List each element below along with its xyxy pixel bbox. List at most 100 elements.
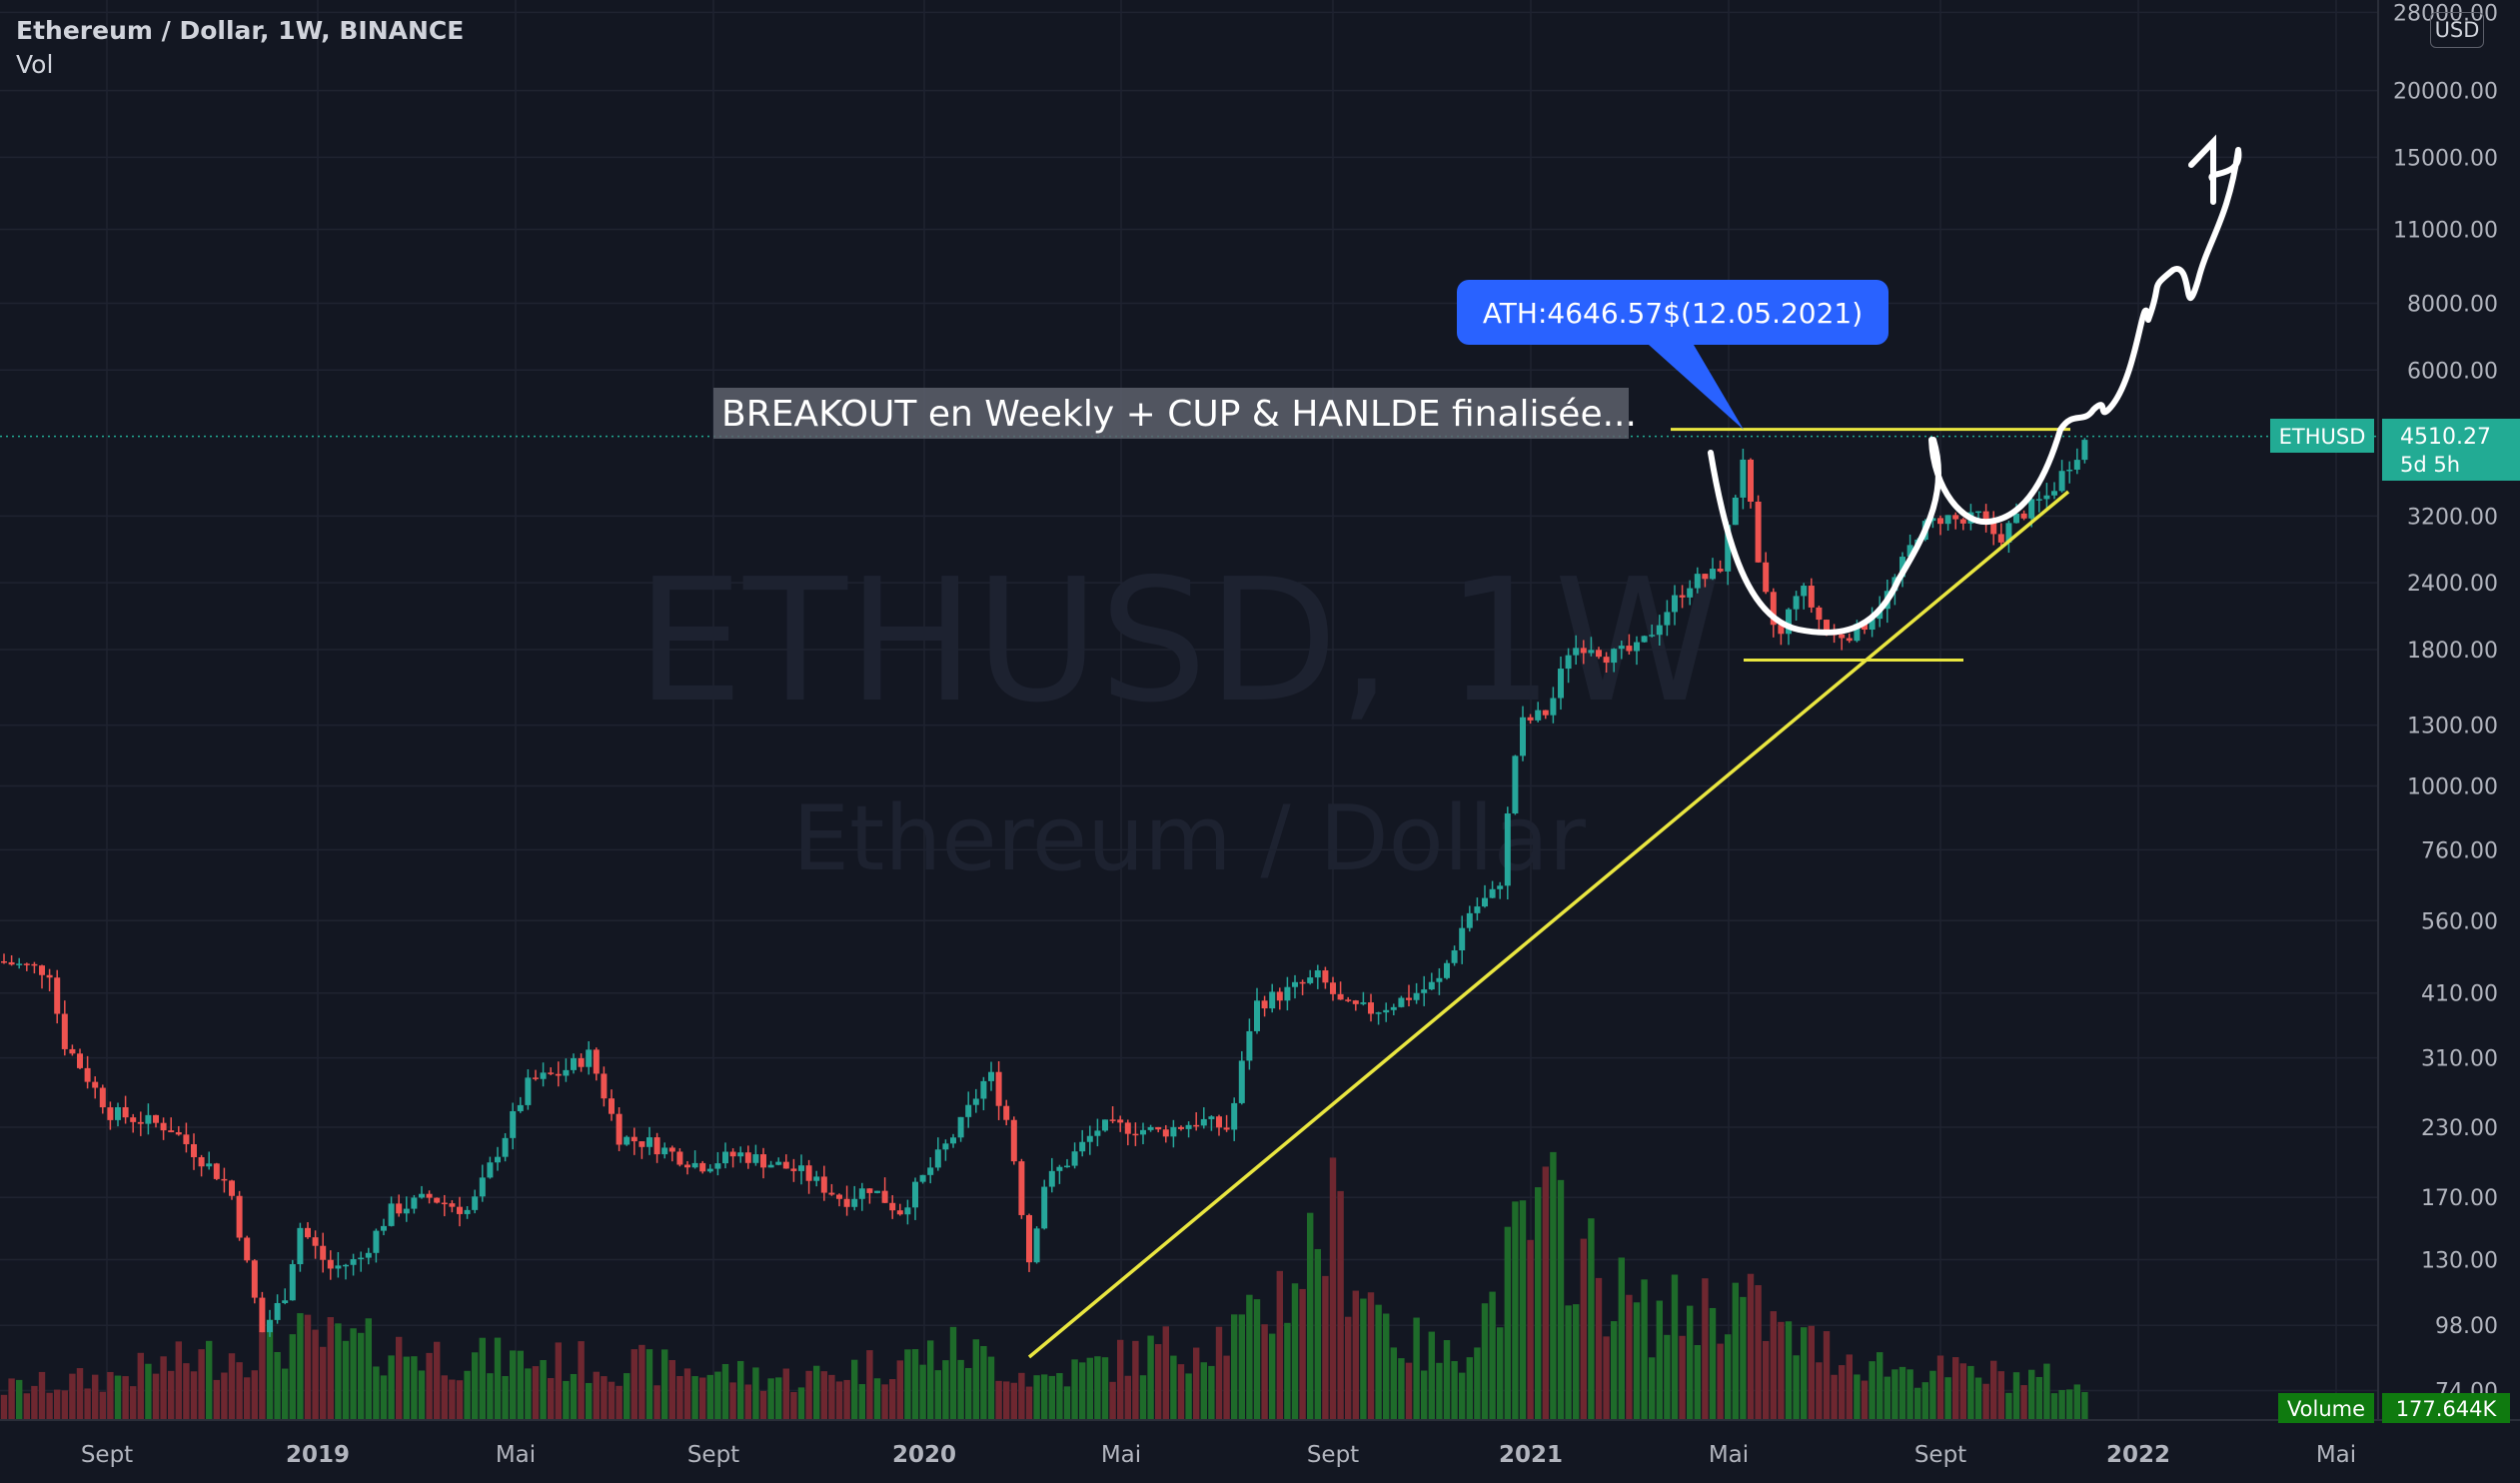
volume-bar bbox=[479, 1337, 486, 1419]
candle-body bbox=[722, 1151, 728, 1164]
candle-body bbox=[1368, 1002, 1374, 1014]
candle-body bbox=[92, 1081, 99, 1088]
candle-body bbox=[767, 1164, 774, 1168]
volume-bar bbox=[1291, 1283, 1299, 1419]
volume-badge bbox=[2278, 1393, 2510, 1423]
volume-bar bbox=[251, 1370, 258, 1419]
volume-bar bbox=[532, 1366, 540, 1419]
volume-bar bbox=[1944, 1377, 1951, 1419]
candle-body bbox=[1755, 501, 1762, 563]
candle-body bbox=[2058, 471, 2065, 492]
volume-bar bbox=[1808, 1325, 1815, 1419]
volume-bar bbox=[1959, 1363, 1966, 1419]
volume-bar bbox=[653, 1385, 660, 1419]
volume-bar bbox=[464, 1370, 471, 1419]
candle-body bbox=[1406, 997, 1412, 1000]
candle-body bbox=[1710, 569, 1716, 580]
candle-body bbox=[1603, 657, 1610, 664]
volume-bar bbox=[130, 1386, 137, 1419]
candle-body bbox=[1360, 1002, 1367, 1004]
volume-bar bbox=[540, 1360, 547, 1419]
volume-bar bbox=[1109, 1381, 1116, 1419]
candle-body bbox=[988, 1071, 994, 1081]
cup-handle-drawing bbox=[1708, 147, 2242, 636]
volume-bar bbox=[1086, 1357, 1093, 1419]
price-badge-countdown: 5d 5h bbox=[2400, 453, 2460, 477]
candle-body bbox=[828, 1192, 835, 1195]
candle-body bbox=[1786, 609, 1792, 635]
volume-bar bbox=[1489, 1291, 1496, 1419]
volume-bar bbox=[790, 1392, 797, 1419]
candle-body bbox=[1740, 459, 1747, 498]
candle-body bbox=[540, 1072, 547, 1079]
price-tick-label: 760.00 bbox=[2421, 838, 2498, 863]
volume-bar bbox=[1694, 1344, 1701, 1419]
volume-bar bbox=[995, 1380, 1002, 1419]
candle-body bbox=[365, 1252, 372, 1258]
candle-body bbox=[2020, 513, 2027, 519]
candle-body bbox=[84, 1067, 91, 1082]
time-tick-label: 2021 bbox=[1499, 1442, 1563, 1468]
candle-body bbox=[191, 1143, 197, 1157]
candle-body bbox=[1436, 977, 1443, 982]
volume-bar bbox=[1101, 1357, 1109, 1419]
volume-bar bbox=[1079, 1362, 1086, 1419]
candle-body bbox=[927, 1167, 934, 1175]
candle-body bbox=[714, 1163, 721, 1169]
indicator-label: Vol bbox=[16, 50, 54, 79]
volume-bar bbox=[1185, 1373, 1192, 1419]
candle-body bbox=[737, 1152, 744, 1157]
ath-callout bbox=[1457, 280, 1889, 430]
candle-body bbox=[1216, 1116, 1222, 1128]
volume-bar bbox=[289, 1334, 296, 1419]
price-tick-label: 2400.00 bbox=[2407, 572, 2498, 597]
candle-body bbox=[1269, 991, 1276, 1009]
candle-body bbox=[1200, 1118, 1207, 1126]
volume-bar bbox=[1732, 1282, 1739, 1419]
watermark-symbol: ETHUSD, 1W bbox=[636, 543, 1723, 741]
currency-button[interactable]: USD bbox=[2430, 12, 2484, 48]
volume-bar bbox=[456, 1380, 464, 1419]
candle-body bbox=[616, 1113, 623, 1145]
candle-body bbox=[995, 1071, 1002, 1106]
candle-body bbox=[904, 1207, 911, 1215]
candle-body bbox=[1170, 1126, 1177, 1137]
candle-body bbox=[1512, 755, 1519, 813]
volume-bar bbox=[1740, 1296, 1747, 1419]
candle-body bbox=[782, 1161, 789, 1169]
volume-bar bbox=[1709, 1307, 1717, 1419]
volume-bar bbox=[1512, 1201, 1519, 1419]
price-tick-label: 1000.00 bbox=[2407, 775, 2498, 800]
candle-body bbox=[1390, 1006, 1397, 1010]
candle-body bbox=[1793, 596, 1800, 610]
candle-body bbox=[1041, 1186, 1048, 1229]
volume-bar bbox=[866, 1350, 873, 1419]
volume-bar bbox=[1755, 1285, 1762, 1419]
volume-bar bbox=[441, 1375, 448, 1419]
candle-body bbox=[934, 1149, 941, 1168]
candle-body bbox=[1375, 1012, 1382, 1014]
volume-bar bbox=[502, 1376, 509, 1419]
candle-body bbox=[2081, 440, 2088, 461]
volume-bar bbox=[1162, 1326, 1169, 1419]
volume-bar bbox=[927, 1340, 934, 1419]
volume-bar bbox=[835, 1381, 843, 1419]
volume-bar bbox=[213, 1379, 220, 1419]
volume-bar bbox=[92, 1374, 99, 1419]
volume-bar bbox=[699, 1377, 706, 1419]
volume-bar bbox=[767, 1378, 774, 1419]
candle-body bbox=[1352, 1000, 1359, 1004]
volume-bar bbox=[1238, 1314, 1245, 1419]
candle-body bbox=[1413, 992, 1420, 1000]
candle-body bbox=[1997, 534, 2004, 543]
volume-bar bbox=[752, 1367, 759, 1419]
candle-body bbox=[46, 974, 53, 978]
volume-bar bbox=[350, 1328, 357, 1419]
candle-body bbox=[1770, 592, 1777, 626]
volume-bar bbox=[168, 1370, 175, 1419]
price-tick-label: 1300.00 bbox=[2407, 715, 2498, 740]
volume-bar bbox=[593, 1371, 600, 1419]
candle-body bbox=[684, 1164, 690, 1168]
time-tick-label: 2019 bbox=[286, 1442, 350, 1468]
